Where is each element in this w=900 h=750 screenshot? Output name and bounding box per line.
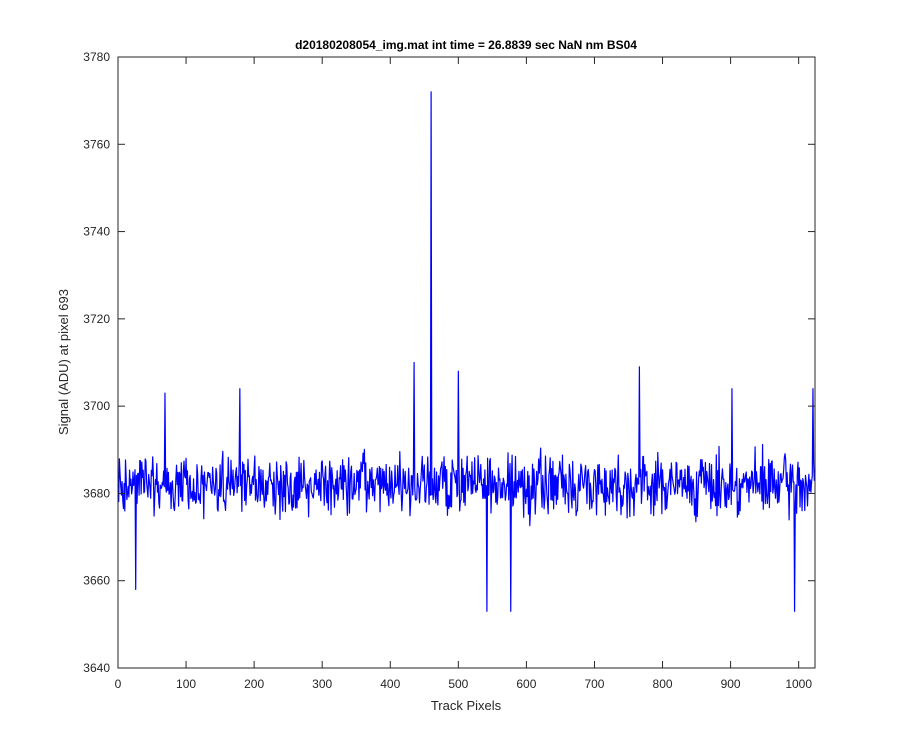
plot-frame — [117, 56, 816, 669]
x-tick-label: 500 — [448, 677, 468, 691]
y-axis-label: Signal (ADU) at pixel 693 — [56, 289, 71, 435]
y-tick-label: 3740 — [83, 225, 110, 239]
x-axis-label: Track Pixels — [431, 698, 502, 713]
x-tick-label: 700 — [584, 677, 604, 691]
x-tick-label: 200 — [244, 677, 264, 691]
x-tick-label: 300 — [312, 677, 332, 691]
y-tick-label: 3780 — [83, 50, 110, 64]
x-axis: 0 100 200 300 400 500 600 700 800 900 1000 — [115, 57, 812, 691]
x-tick-label: 800 — [653, 677, 673, 691]
x-tick-label: 0 — [115, 677, 122, 691]
chart-title: d20180208054_img.mat int time = 26.8839 … — [295, 38, 637, 52]
x-tick-label: 100 — [176, 677, 196, 691]
y-tick-label: 3760 — [83, 137, 110, 151]
y-tick-label: 3700 — [83, 399, 110, 413]
y-tick-label: 3680 — [83, 486, 110, 500]
y-axis: 3640 3660 3680 3700 3720 3740 3760 3780 — [83, 50, 815, 675]
x-tick-label: 400 — [380, 677, 400, 691]
series-line — [118, 91, 816, 612]
x-tick-label: 900 — [721, 677, 741, 691]
plot-area — [118, 57, 815, 668]
x-tick-label: 1000 — [785, 677, 812, 691]
y-tick-label: 3660 — [83, 574, 110, 588]
data-layer — [118, 91, 816, 612]
y-tick-label: 3720 — [83, 312, 110, 326]
x-tick-label: 600 — [516, 677, 536, 691]
y-tick-label: 3640 — [83, 661, 110, 675]
